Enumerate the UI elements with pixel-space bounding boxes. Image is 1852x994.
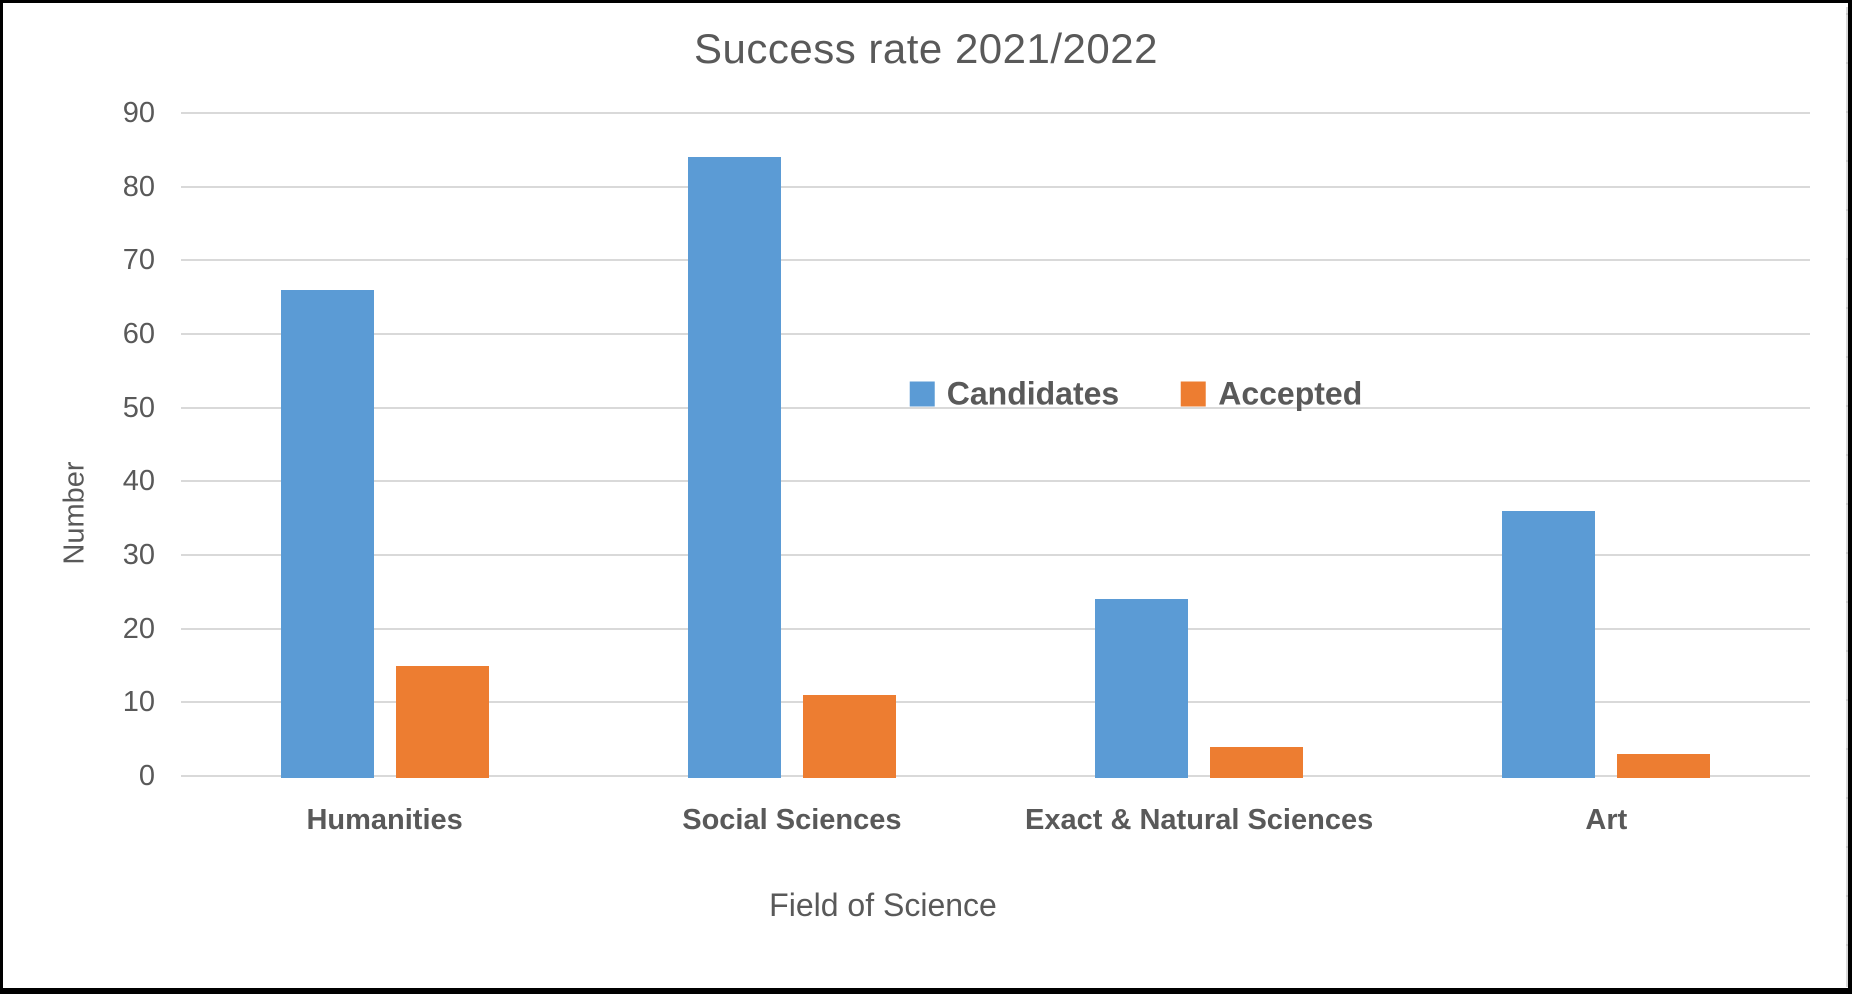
x-axis-title: Field of Science (769, 887, 997, 923)
spreadsheet-row-tick (1846, 650, 1848, 652)
x-category-label-humanities: Humanities (306, 804, 463, 836)
bar-accepted-humanities (395, 665, 489, 778)
y-gridline-10 (181, 701, 1810, 704)
legend: Candidates Accepted (909, 375, 1362, 413)
bar-accepted-art (1617, 753, 1711, 778)
y-tick-label-70: 70 (122, 244, 155, 277)
y-tick-label-30: 30 (122, 539, 155, 571)
y-tick-label-20: 20 (122, 612, 155, 645)
y-tick-label-0: 0 (138, 760, 155, 792)
spreadsheet-row-tick (1846, 258, 1848, 260)
y-tick-label-90: 90 (122, 97, 155, 129)
y-gridline-30 (181, 554, 1810, 556)
spreadsheet-edge-line (1846, 7, 1848, 987)
y-tick-label-50: 50 (122, 391, 155, 424)
spreadsheet-row-tick (1846, 307, 1848, 309)
spreadsheet-row-tick (1846, 846, 1848, 848)
spreadsheet-row-tick (1846, 111, 1848, 113)
x-category-label-exact-natural-sciences: Exact & Natural Sciences (1025, 804, 1374, 836)
bar-accepted-social-sciences (802, 694, 896, 778)
y-gridline-70 (181, 259, 1810, 262)
legend-label-candidates: Candidates (946, 375, 1120, 412)
y-gridline-90 (181, 112, 1810, 114)
y-tick-label-10: 10 (122, 686, 155, 719)
y-gridline-80 (181, 185, 1810, 188)
y-gridline-40 (181, 480, 1810, 483)
chart-title: Success rate 2021/2022 (694, 25, 1158, 72)
spreadsheet-row-tick (1846, 13, 1848, 15)
spreadsheet-row-tick (1846, 160, 1848, 162)
spreadsheet-row-tick (1846, 797, 1848, 799)
spreadsheet-row-tick (1846, 601, 1848, 603)
legend-swatch-accepted (1181, 381, 1207, 407)
spreadsheet-row-tick (1846, 405, 1848, 407)
y-tick-label-80: 80 (122, 170, 155, 203)
y-tick-label-60: 60 (122, 318, 155, 350)
spreadsheet-row-tick (1846, 503, 1848, 505)
spreadsheet-row-tick (1846, 895, 1848, 897)
bar-candidates-art (1502, 510, 1596, 778)
x-category-label-social-sciences: Social Sciences (682, 804, 902, 836)
spreadsheet-row-tick (1846, 209, 1848, 211)
spreadsheet-row-tick (1846, 454, 1848, 456)
legend-swatch-candidates (909, 381, 935, 407)
spreadsheet-row-tick (1846, 944, 1848, 946)
spreadsheet-row-tick (1846, 356, 1848, 358)
y-gridline-0 (181, 775, 1810, 777)
y-gridline-60 (181, 333, 1810, 335)
y-gridline-50 (181, 406, 1810, 409)
bar-candidates-social-sciences (687, 157, 781, 778)
bar-candidates-exact-natural-sciences (1095, 599, 1189, 778)
x-category-label-art: Art (1585, 804, 1628, 836)
bar-candidates-humanities (280, 289, 374, 778)
legend-label-accepted: Accepted (1218, 375, 1363, 412)
y-tick-label-40: 40 (122, 465, 155, 498)
spreadsheet-row-tick (1846, 748, 1848, 750)
legend-item-candidates: Candidates (909, 375, 1120, 413)
spreadsheet-row-tick (1846, 552, 1848, 554)
bar-accepted-exact-natural-sciences (1210, 746, 1304, 778)
legend-item-accepted: Accepted (1181, 376, 1362, 413)
spreadsheet-row-tick (1846, 62, 1848, 64)
spreadsheet-row-tick (1846, 699, 1848, 701)
y-gridline-20 (181, 627, 1810, 630)
